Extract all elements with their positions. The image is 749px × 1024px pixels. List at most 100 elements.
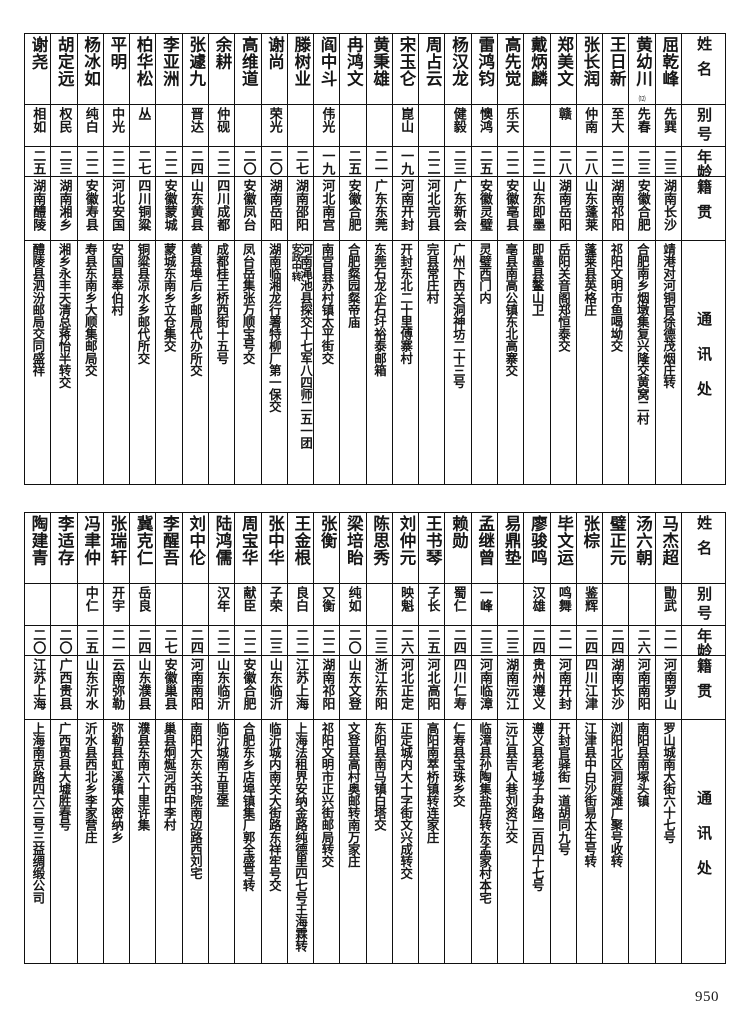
entry-address-wrap: 湘乡永丰天清总蒋怡半转交 (51, 243, 76, 388)
entry-name-text: 汤六朝 (633, 515, 653, 566)
entry-age-text: 二〇 (240, 149, 256, 175)
entry-origin-text: 湖南长沙 (660, 179, 676, 231)
entry-address-text: 沅江县吉人巷刘资江交 (503, 722, 519, 844)
entry-alias (498, 583, 524, 625)
entry-alias: 中光 (103, 104, 130, 146)
entry-address-text: 湖南临湘龙行署特柳厂第一保交 (267, 243, 283, 413)
entry-age-text: 二〇 (30, 628, 46, 654)
entry-name-text: 易鼎垫 (502, 515, 522, 566)
entry-age-text: 二〇 (345, 628, 361, 654)
entry-address: 完县常庄村 (419, 240, 445, 484)
entry-address: 岳阳关音阁郑恒泰交 (550, 240, 576, 484)
entry-name: 宋玉仑 (393, 34, 418, 104)
entry-alias-text: 仲砚 (214, 107, 230, 133)
entry-address-wrap: 南阳大东关书院南边路西刘宅 (183, 722, 208, 879)
entry-address: 合肥东乡店埠镇集厂郭全盛号转 (235, 719, 261, 963)
entry-origin-text: 河南临漳 (477, 658, 493, 710)
entry-name-text: 梁培眙 (344, 515, 364, 566)
roster-entry-column: 易鼎垫 二三 湖南沅江 沅江县吉人巷刘资江交 (497, 513, 524, 963)
roster-table-1: 姓名 别号 年龄 籍贯 通讯处 屈乾峰 先巽 二三 湖南长沙 靖港对河铜官徐德茂烟庄转 黄幼川 ⑿ 先春… (24, 33, 726, 485)
entry-alias (629, 583, 655, 625)
roster-entry-column: 黄秉雄 二一 广东东莞 东莞石龙企石圩裕泰邮箱 (365, 34, 392, 484)
entry-name-text: 平明 (107, 36, 127, 70)
roster-entry-column: 黄幼川 ⑿ 先春 二三 安徽合肥 合肥南乡烟墩集复兴隆交黄窝二村 (628, 34, 655, 484)
entry-address-text: 蒙城东南乡立仓集交 (162, 243, 178, 352)
entry-origin: 浙江东阳 (366, 655, 392, 719)
entry-address: 亳县南高公镇东北高寨交 (498, 240, 524, 484)
roster-entry-column: 璧正元 二四 湖南长沙 浏阳北区洞庭滩广聚号收转 (602, 513, 629, 963)
row-label-address: 通讯处 (682, 240, 725, 484)
entry-age: 二七 (130, 146, 156, 176)
entry-alias (156, 583, 182, 625)
roster-entry-column: 阎中斗 伟光 一九 河北南宫 南宫县苏村镇太平街交 (313, 34, 340, 484)
roster-entry-column: 汤六朝 二六 河南南阳 南阳县南塚头镇 (628, 513, 655, 963)
entry-address-text: 浏阳北区洞庭滩广聚号收转 (609, 722, 624, 868)
entry-address-wrap: 蒙城东南乡立仓集交 (156, 243, 181, 352)
entry-origin-text: 河北完县 (424, 179, 440, 231)
entry-origin-text: 湖南湘乡 (56, 179, 72, 231)
entry-alias-text: 子长 (424, 586, 440, 612)
entry-origin: 湖南岳阳 (261, 176, 287, 240)
roster-entry-column: 毕文运 鸣舞 二一 河南开封 开封官驿街一道胡同九号 (549, 513, 576, 963)
roster-entry-column: 雷鸿钧 懊鸿 二五 安徽灵璧 灵璧西门内 (470, 34, 498, 484)
roster-entry-column: 谢尧 相如 二五 湖南醴陵 醴陵县泗汾邮局交同盛祥 (24, 34, 51, 484)
entry-name-text: 王金根 (291, 515, 311, 566)
entry-address-wrap: 文登县高村奥邮转南万家庄 (340, 722, 365, 867)
entry-address-wrap: 弥勒县虹溪镇大密纳乡 (104, 722, 129, 843)
entry-address: 高阳南萃桥镇转连家庄 (419, 719, 445, 963)
entry-name-text: 张长润 (580, 36, 600, 87)
entry-alias-text: 权民 (56, 107, 72, 133)
entry-age: 二二 (287, 625, 314, 655)
row-label-origin: 籍贯 (682, 655, 725, 719)
entry-name: 余耕 (209, 34, 234, 104)
entry-name: 王金根 (288, 513, 313, 583)
entry-age: 二〇 (51, 625, 77, 655)
roster-entry-column: 冯聿仲 中仁 二五 山东沂水 沂水县西北乡李家营庄 (76, 513, 103, 963)
entry-age-text: 二三 (56, 149, 72, 175)
entry-age-text: 二二 (109, 149, 125, 175)
entry-address-text: 高阳南萃桥镇转连家庄 (425, 722, 441, 844)
entry-address-wrap: 濮县东南六十里许集 (130, 722, 155, 831)
entry-alias (182, 583, 208, 625)
entry-name: 阎中斗 (314, 34, 339, 104)
entry-address-wrap: 临沂城内南关大街路东祥牢号交 (262, 722, 287, 891)
entry-name: 王日新 (603, 34, 628, 104)
entry-age: 二一 (366, 146, 392, 176)
entry-address-text: 亳县南高公镇东北高寨交 (503, 243, 519, 377)
entry-origin: 云南弥勒 (103, 655, 130, 719)
entry-origin: 河南临漳 (471, 655, 498, 719)
entry-age-text: 二五 (345, 149, 361, 175)
entry-address: 湘乡永丰天清总蒋怡半转交 (51, 240, 77, 484)
entry-origin-text: 河南南阳 (187, 658, 203, 710)
entry-age-text: 二二 (529, 149, 545, 175)
entry-origin-text: 广东新会 (450, 179, 466, 231)
entry-address-text: 岳阳关音阁郑恒泰交 (556, 243, 572, 352)
entry-age: 二三 (655, 146, 681, 176)
entry-name-text: 张遽九 (186, 36, 206, 87)
entry-name: 高先觉 (498, 34, 523, 104)
roster-entry-column: 柏华松丛二七 四川铜粱 铜粱县凉水乡邮代所交 (129, 34, 156, 484)
entry-address-wrap: 成都桂王桥西街十五号 (209, 243, 234, 364)
entry-address-text: 文登县高村奥邮转南万家庄 (346, 722, 362, 868)
entry-alias-text: 汉雄 (529, 586, 545, 612)
entry-origin-text: 山东沂水 (82, 658, 98, 710)
entry-alias-text: 先春 (634, 107, 650, 133)
entry-origin: 河北正定 (392, 655, 419, 719)
entry-name-text: 阎中斗 (318, 36, 338, 87)
entry-origin-text: 四川铜粱 (135, 179, 151, 231)
entry-age-text: 二七 (293, 149, 309, 175)
row-label-text: 通讯处 (695, 310, 713, 416)
entry-name: 璧正元 (603, 513, 628, 583)
entry-name-text: 高先觉 (502, 36, 522, 87)
entry-age: 二一 (655, 625, 681, 655)
entry-address-wrap: 南阳县南塚头镇 (629, 722, 654, 807)
entry-origin-text: 山东文登 (345, 658, 361, 710)
entry-age-text: 二二 (240, 628, 256, 654)
entry-alias: 先巽 (655, 104, 681, 146)
entry-address-text: 上海南京路四六三号三益绸缎公司 (30, 722, 46, 904)
entry-name-text: 李适存 (55, 515, 75, 566)
entry-address: 成都桂王桥西街十五号 (208, 240, 235, 484)
entry-address-text: 南阳县南塚头镇 (635, 722, 651, 807)
roster-entry-column: 李适存 二〇 广西贵县 广西贵县大墟胜春号 (50, 513, 77, 963)
entry-alias: 映魁 (392, 583, 419, 625)
